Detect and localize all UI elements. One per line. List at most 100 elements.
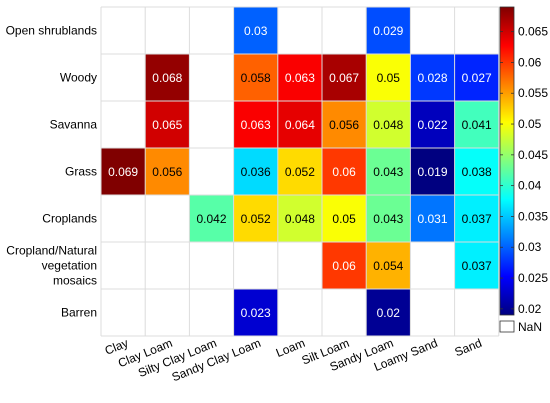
colorbar-tick-label: 0.06 xyxy=(518,55,542,69)
cell-value-label: 0.019 xyxy=(417,165,447,179)
cell-value-label: 0.031 xyxy=(417,212,447,226)
colorbar: 0.02 0.025 0.03 0.035 0.04 0.045 0.05 0.055 0.06… xyxy=(499,6,548,334)
heatmap-cell xyxy=(277,289,322,336)
colorbar-tick-label: 0.04 xyxy=(518,179,542,193)
heatmap-cell xyxy=(277,242,322,289)
heatmap-cell xyxy=(233,242,278,289)
cell-value-label: 0.048 xyxy=(373,118,403,132)
cell-value-label: 0.063 xyxy=(285,71,315,85)
cell-value-label: 0.037 xyxy=(462,259,492,273)
cell-value-label: 0.037 xyxy=(462,212,492,226)
heatmap-cell xyxy=(454,242,499,289)
heatmap-cell xyxy=(366,242,411,289)
heatmap-cell xyxy=(145,101,190,148)
cell-value-label: 0.068 xyxy=(152,71,182,85)
heatmap-cell xyxy=(145,195,190,242)
heatmap-cell xyxy=(189,148,234,195)
heatmap-cell xyxy=(101,101,146,148)
cell-value-label: 0.06 xyxy=(332,259,356,273)
cell-value-label: 0.036 xyxy=(241,165,271,179)
cell-value-label: 0.052 xyxy=(241,212,271,226)
y-tick-label: Cropland/Natural vegetation mosaics xyxy=(6,244,97,288)
cell-value-label: 0.05 xyxy=(332,212,356,226)
heatmap-cells: 0.03 0.029 0.068 0.058 0.063 0.067 0.05 0.028 0.… xyxy=(100,6,500,337)
heatmap-cell xyxy=(410,101,455,148)
heatmap-cell xyxy=(145,242,190,289)
heatmap-cell xyxy=(101,54,146,101)
heatmap-cell xyxy=(410,289,455,336)
y-tick-label: Croplands xyxy=(42,212,97,226)
heatmap-cell xyxy=(322,195,367,242)
colorbar-tick-label: 0.05 xyxy=(518,117,542,131)
heatmap-cell xyxy=(322,148,367,195)
heatmap-cell xyxy=(189,101,234,148)
colorbar-tick-label: 0.02 xyxy=(518,302,542,316)
heatmap-cell xyxy=(454,289,499,336)
heatmap-cell xyxy=(277,148,322,195)
colorbar-gradient xyxy=(499,6,515,316)
heatmap-cell xyxy=(233,101,278,148)
colorbar-tick-label: 0.065 xyxy=(518,25,548,39)
heatmap-cell xyxy=(145,54,190,101)
heatmap-cell xyxy=(101,148,146,195)
cell-value-label: 0.065 xyxy=(152,118,182,132)
y-tick-label: Savanna xyxy=(50,118,98,132)
cell-value-label: 0.043 xyxy=(373,212,403,226)
heatmap-cell xyxy=(233,54,278,101)
cell-value-label: 0.063 xyxy=(241,118,271,132)
colorbar-tick-label: 0.055 xyxy=(518,86,548,100)
heatmap-cell xyxy=(322,54,367,101)
cell-value-label: 0.042 xyxy=(196,212,226,226)
heatmap-cell xyxy=(101,7,146,54)
cell-value-label: 0.043 xyxy=(373,165,403,179)
heatmap-cell xyxy=(101,289,146,336)
heatmap-cell xyxy=(366,195,411,242)
heatmap-cell xyxy=(366,7,411,54)
heatmap-cell xyxy=(410,242,455,289)
heatmap-cell xyxy=(145,148,190,195)
cell-value-label: 0.069 xyxy=(108,165,138,179)
cell-value-label: 0.067 xyxy=(329,71,359,85)
heatmap-cell xyxy=(189,195,234,242)
heatmap-cell xyxy=(322,289,367,336)
nan-swatch xyxy=(499,320,515,333)
heatmap-cell xyxy=(189,289,234,336)
cell-value-label: 0.064 xyxy=(285,118,315,132)
x-tick-label: Sand xyxy=(453,336,484,359)
heatmap-cell xyxy=(410,148,455,195)
colorbar-tick-label: 0.03 xyxy=(518,240,542,254)
cell-value-label: 0.022 xyxy=(417,118,447,132)
cell-value-label: 0.028 xyxy=(417,71,447,85)
heatmap-cell xyxy=(410,54,455,101)
cell-value-label: 0.027 xyxy=(462,71,492,85)
cell-value-label: 0.06 xyxy=(332,165,356,179)
nan-label: NaN xyxy=(518,320,542,334)
heatmap-cell xyxy=(189,7,234,54)
heatmap-cell xyxy=(454,54,499,101)
cell-value-label: 0.054 xyxy=(373,259,403,273)
heatmap-cell xyxy=(454,195,499,242)
heatmap-cell xyxy=(233,289,278,336)
heatmap-cell xyxy=(233,148,278,195)
y-tick-label: Barren xyxy=(61,306,97,320)
colorbar-tick-label: 0.045 xyxy=(518,148,548,162)
heatmap-cell xyxy=(145,289,190,336)
heatmap-cell xyxy=(366,101,411,148)
cell-value-label: 0.056 xyxy=(329,118,359,132)
cell-value-label: 0.056 xyxy=(152,165,182,179)
cell-value-label: 0.029 xyxy=(373,24,403,38)
cell-value-label: 0.03 xyxy=(244,24,268,38)
heatmap-cell xyxy=(277,54,322,101)
y-tick-label: Grass xyxy=(65,165,97,179)
heatmap-cell xyxy=(101,195,146,242)
cell-value-label: 0.052 xyxy=(285,165,315,179)
cell-value-label: 0.048 xyxy=(285,212,315,226)
heatmap-cell xyxy=(454,7,499,54)
heatmap-cell xyxy=(101,242,146,289)
cell-value-label: 0.038 xyxy=(462,165,492,179)
colorbar-tick-label: 0.025 xyxy=(518,271,548,285)
heatmap-cell xyxy=(189,242,234,289)
cell-value-label: 0.05 xyxy=(377,71,401,85)
